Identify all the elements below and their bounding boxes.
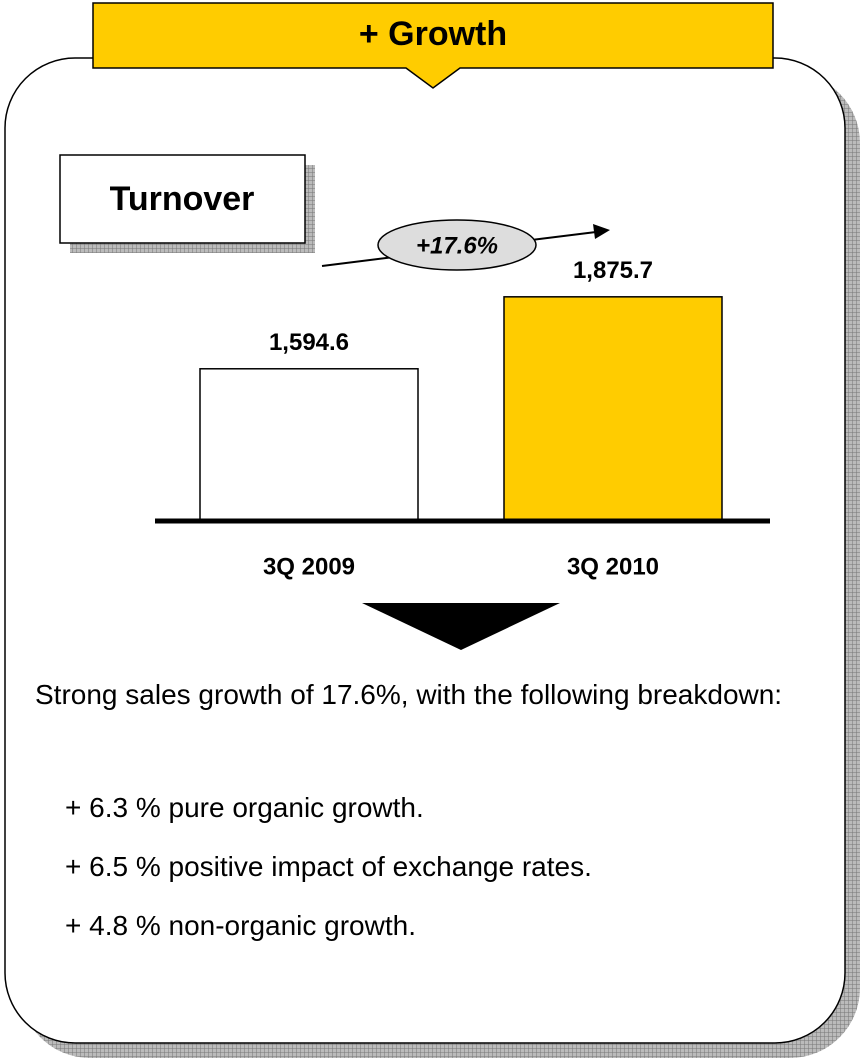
growth-bubble [377, 219, 537, 271]
breakdown-item: + 4.8 % non-organic growth. [65, 910, 416, 941]
title-box [59, 154, 306, 244]
x-tick-label: 3Q 2009 [263, 553, 355, 580]
bar [199, 368, 419, 522]
breakdown-item: + 6.3 % pure organic growth. [65, 792, 424, 823]
down-arrow [362, 603, 560, 650]
bar [503, 296, 723, 522]
x-tick-label: 3Q 2010 [567, 553, 659, 580]
summary-text: Strong sales growth of 17.6%, with the f… [35, 679, 783, 710]
arrow-head [593, 224, 610, 239]
growth-annotation: +17.6% [416, 232, 498, 259]
chart-title: Turnover [110, 180, 255, 218]
value-label: 1,875.7 [573, 257, 653, 284]
header-banner [92, 2, 774, 89]
breakdown-item: + 6.5 % positive impact of exchange rate… [65, 851, 592, 882]
header-title: + Growth [359, 15, 507, 53]
value-label: 1,594.6 [269, 329, 349, 356]
